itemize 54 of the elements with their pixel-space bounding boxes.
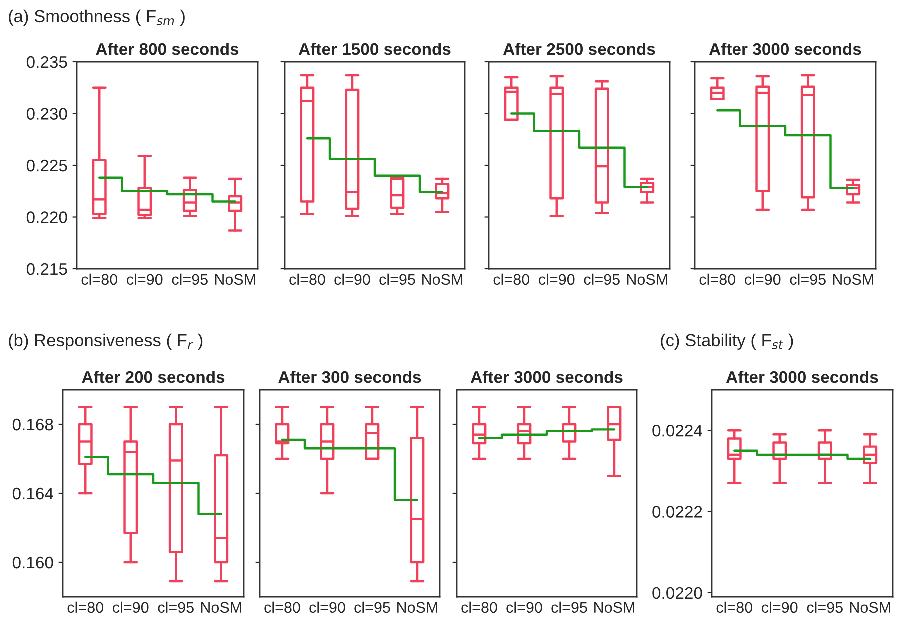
text: (c) Stability ( F$_{st}$ ) <box>661 334 794 350</box>
x-tick-label: cl=80 <box>494 274 530 286</box>
x-tick-label: NoSM <box>627 274 668 286</box>
y-tick-label: 0.235 <box>26 56 68 68</box>
text: (a) Smoothness ( F$_{sm}$ ) <box>9 10 185 26</box>
x-tick-label: cl=95 <box>354 602 390 614</box>
y-tick-label: 0.168 <box>12 418 54 431</box>
x-tick-label: cl=95 <box>807 602 843 614</box>
x-tick-label: cl=90 <box>539 274 575 286</box>
y-tick-label: 0.0220 <box>652 587 702 600</box>
x-tick-label: NoSM <box>422 274 462 286</box>
y-tick-label: 0.215 <box>26 263 68 276</box>
x-tick-label: cl=95 <box>584 274 620 286</box>
x-tick-label: cl=90 <box>127 274 163 286</box>
chart-title: After 200 seconds <box>82 370 225 384</box>
x-tick-label: NoSM <box>398 602 438 614</box>
y-tick-label: 0.160 <box>12 556 54 569</box>
x-tick-label: NoSM <box>594 602 634 614</box>
chart-title: After 1500 seconds <box>298 42 451 56</box>
y-tick-label: 0.0222 <box>652 506 702 518</box>
y-tick-label: 0.0224 <box>652 424 702 437</box>
chart-title: After 800 seconds <box>96 42 239 56</box>
x-tick-label: NoSM <box>201 602 242 614</box>
x-tick-label: cl=90 <box>310 602 346 614</box>
x-tick-label: cl=80 <box>716 602 752 614</box>
y-tick-label: 0.220 <box>26 212 68 224</box>
x-tick-label: cl=90 <box>762 602 798 614</box>
chart-title: After 3000 seconds <box>726 370 878 384</box>
x-tick-label: cl=95 <box>172 274 208 286</box>
x-tick-label: cl=90 <box>745 274 781 286</box>
chart-title: After 300 seconds <box>278 370 422 384</box>
x-tick-label: cl=90 <box>113 602 149 614</box>
x-tick-label: cl=80 <box>700 274 736 286</box>
x-tick-label: cl=95 <box>552 602 588 614</box>
x-tick-label: cl=80 <box>462 602 498 614</box>
x-tick-label: cl=95 <box>790 274 826 286</box>
x-tick-label: cl=80 <box>68 602 104 614</box>
chart-title: After 3000 seconds <box>470 370 623 384</box>
x-tick-label: NoSM <box>850 602 890 614</box>
x-tick-label: cl=80 <box>264 602 300 614</box>
chart-title: After 3000 seconds <box>709 42 862 56</box>
y-tick-label: 0.164 <box>12 488 54 500</box>
x-tick-label: cl=80 <box>82 274 118 286</box>
x-tick-label: NoSM <box>833 274 874 286</box>
x-tick-label: cl=90 <box>334 274 370 286</box>
chart-title: After 2500 seconds <box>503 42 656 56</box>
x-tick-label: cl=90 <box>506 602 542 614</box>
y-tick-label: 0.225 <box>26 160 68 172</box>
y-tick-label: 0.230 <box>26 108 68 120</box>
x-tick-label: cl=95 <box>380 274 416 286</box>
text: (b) Responsiveness ( F$_{r}$ ) <box>9 334 203 350</box>
x-tick-label: NoSM <box>215 274 256 286</box>
x-tick-label: cl=95 <box>158 602 194 614</box>
x-tick-label: cl=80 <box>290 274 326 286</box>
